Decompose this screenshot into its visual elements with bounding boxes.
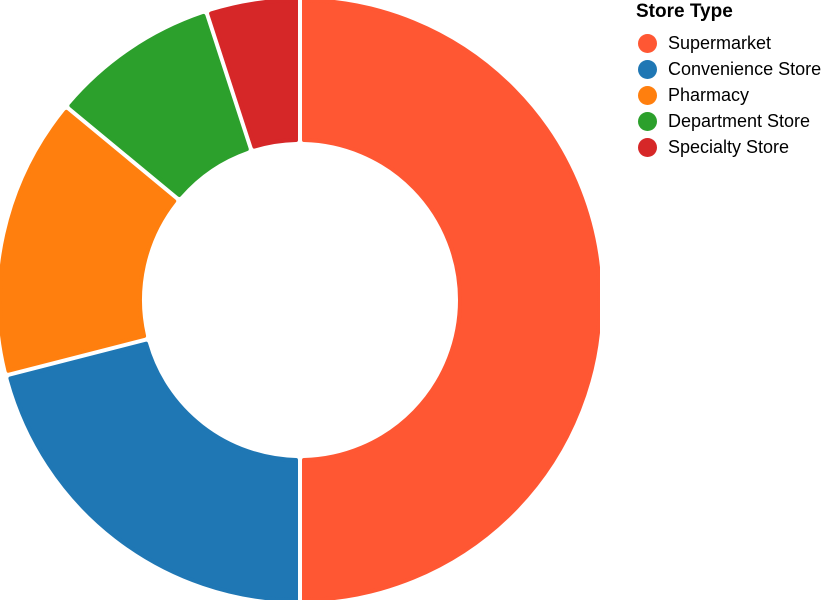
legend-label: Department Store xyxy=(668,110,811,131)
slice-specialty-store[interactable] xyxy=(209,0,298,149)
legend-swatch xyxy=(638,33,657,53)
legend-swatch xyxy=(638,59,657,79)
donut-slices xyxy=(0,0,600,600)
legend: Store Type Supermarket Convenience Store P… xyxy=(636,0,840,160)
legend-swatch xyxy=(638,111,657,131)
legend-label: Supermarket xyxy=(668,32,772,53)
legend-item-convenience-store[interactable]: Convenience Store xyxy=(636,56,840,82)
slice-convenience-store[interactable] xyxy=(8,341,298,600)
legend-item-specialty-store[interactable]: Specialty Store xyxy=(636,134,840,160)
slice-department-store[interactable] xyxy=(69,13,249,197)
legend-item-pharmacy[interactable]: Pharmacy xyxy=(636,82,840,108)
legend-item-department-store[interactable]: Department Store xyxy=(636,108,840,134)
legend-label: Specialty Store xyxy=(668,136,790,157)
donut-chart xyxy=(0,0,600,600)
legend-label: Pharmacy xyxy=(668,84,750,105)
legend-item-supermarket[interactable]: Supermarket xyxy=(636,30,840,56)
slice-pharmacy[interactable] xyxy=(0,109,177,373)
slice-supermarket[interactable] xyxy=(302,0,600,600)
legend-label: Convenience Store xyxy=(668,58,822,79)
legend-swatch xyxy=(638,137,657,157)
legend-title: Store Type xyxy=(636,1,733,22)
legend-swatch xyxy=(638,85,657,105)
legend-list: Supermarket Convenience Store Pharmacy Depa… xyxy=(636,30,840,160)
